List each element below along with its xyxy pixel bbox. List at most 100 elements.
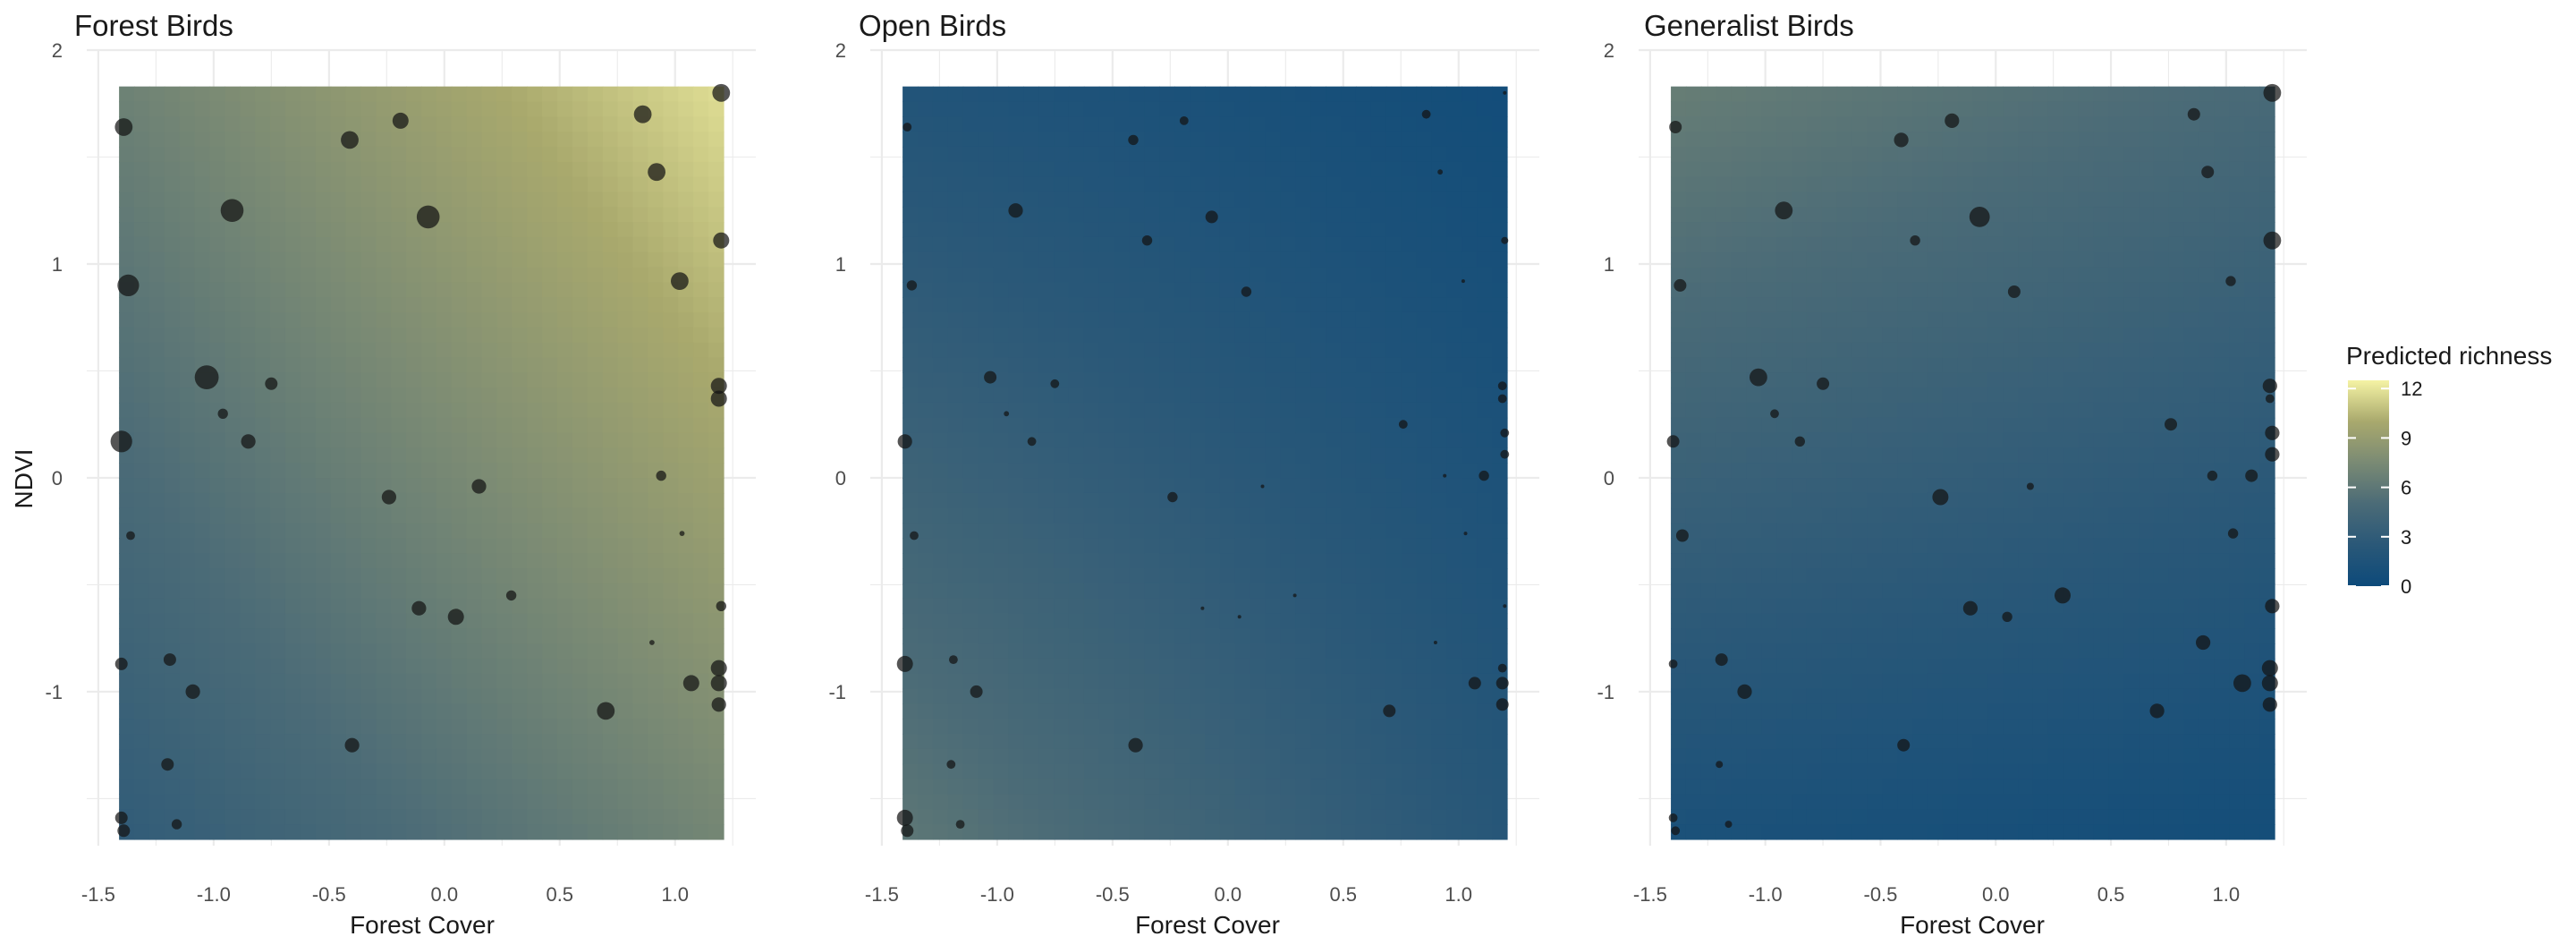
surface-cell (1867, 192, 1883, 208)
surface-cell (1700, 703, 1717, 719)
surface-cell (345, 101, 362, 117)
surface-cell (1731, 372, 1748, 388)
surface-cell (1159, 688, 1175, 705)
surface-cell (209, 311, 226, 328)
surface-cell (1098, 207, 1115, 223)
surface-cell (1852, 222, 1868, 238)
surface-cell (1190, 463, 1206, 479)
surface-cell (1462, 734, 1478, 750)
surface-cell (572, 192, 589, 208)
surface-cell (693, 176, 709, 193)
x-tick-label: 0.5 (1329, 883, 1357, 906)
site-point (1292, 593, 1297, 598)
surface-cell (119, 342, 135, 359)
surface-cell (1265, 794, 1282, 810)
surface-cell (663, 417, 679, 434)
surface-cell (617, 251, 634, 268)
surface-cell (648, 748, 665, 765)
surface-cell (1852, 297, 1868, 313)
surface-cell (648, 342, 665, 359)
surface-cell (179, 297, 196, 313)
surface-cell (1008, 598, 1024, 615)
surface-cell (978, 176, 995, 193)
surface-cell (572, 387, 589, 404)
surface-cell (617, 748, 634, 765)
surface-cell (1190, 282, 1206, 298)
surface-cell (330, 251, 347, 268)
surface-cell (330, 463, 347, 479)
surface-cell (1716, 613, 1733, 629)
surface-cell (527, 763, 543, 780)
surface-cell (1023, 824, 1039, 840)
surface-cell (1114, 116, 1131, 132)
surface-cell (1700, 222, 1717, 238)
surface-cell (902, 598, 919, 615)
surface-cell (527, 251, 543, 268)
surface-cell (1068, 673, 1085, 690)
surface-cell (255, 236, 271, 253)
surface-cell (1671, 86, 1687, 103)
surface-cell (284, 719, 301, 735)
surface-cell (962, 598, 979, 615)
surface-cell (1776, 176, 1792, 193)
surface-cell (1761, 236, 1777, 253)
surface-cell (1416, 311, 1433, 328)
surface-cell (209, 598, 226, 615)
surface-cell (1265, 342, 1282, 359)
site-point (710, 390, 727, 407)
surface-cell (345, 523, 362, 540)
surface-cell (918, 538, 934, 554)
surface-cell (1867, 282, 1883, 298)
surface-cell (1234, 598, 1251, 615)
surface-cell (1882, 673, 1898, 690)
surface-cell (300, 463, 317, 479)
surface-cell (1114, 598, 1131, 615)
surface-cell (1821, 447, 1838, 464)
surface-cell (406, 327, 422, 344)
surface-cell (1806, 538, 1823, 554)
surface-cell (572, 251, 589, 268)
surface-cell (1492, 267, 1508, 284)
surface-cell (947, 297, 964, 313)
surface-cell (1462, 311, 1478, 328)
surface-cell (1038, 643, 1055, 660)
surface-cell (1716, 402, 1733, 419)
surface-cell (1174, 492, 1191, 509)
surface-cell (1416, 809, 1433, 825)
surface-cell (421, 809, 437, 825)
surface-cell (663, 116, 679, 132)
site-point (671, 272, 689, 290)
surface-cell (466, 192, 483, 208)
surface-cell (947, 86, 964, 103)
surface-cell (993, 282, 1010, 298)
surface-cell (542, 311, 558, 328)
surface-cell (708, 643, 724, 660)
surface-cell (1144, 372, 1161, 388)
surface-cell (1098, 161, 1115, 178)
surface-cell (693, 132, 709, 148)
surface-cell (1159, 507, 1175, 524)
surface-cell (512, 311, 528, 328)
surface-cell (1280, 86, 1297, 103)
surface-cell (693, 703, 709, 719)
surface-cell (1159, 222, 1175, 238)
surface-cell (1250, 719, 1267, 735)
surface-cell (1776, 703, 1792, 719)
surface-cell (134, 824, 150, 840)
surface-cell (225, 583, 241, 600)
surface-cell (376, 146, 392, 163)
surface-cell (1462, 598, 1478, 615)
surface-cell (1129, 311, 1146, 328)
surface-cell (632, 553, 649, 569)
surface-cell (315, 372, 332, 388)
surface-cell (1326, 207, 1342, 223)
surface-cell (1431, 613, 1448, 629)
surface-cell (1370, 146, 1387, 163)
surface-cell (1446, 643, 1462, 660)
surface-cell (1836, 507, 1853, 524)
surface-cell (1852, 357, 1868, 373)
surface-cell (1806, 809, 1823, 825)
surface-cell (1190, 794, 1206, 810)
surface-cell (1897, 236, 1913, 253)
surface-cell (1867, 86, 1883, 103)
